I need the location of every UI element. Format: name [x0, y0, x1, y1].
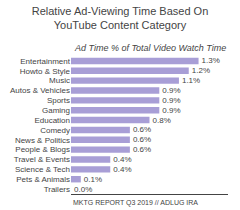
svg-text:News & Politics: News & Politics [15, 136, 70, 145]
svg-text:0.4%: 0.4% [113, 165, 131, 174]
svg-text:Comedy: Comedy [40, 126, 70, 135]
svg-text:0.4%: 0.4% [113, 155, 131, 164]
svg-text:0.1%: 0.1% [84, 175, 102, 184]
svg-text:Gaming: Gaming [42, 106, 70, 115]
svg-text:Trailers: Trailers [44, 185, 70, 194]
svg-text:Science & Tech: Science & Tech [15, 165, 70, 174]
svg-text:0.9%: 0.9% [162, 106, 180, 115]
svg-text:0.8%: 0.8% [153, 116, 171, 125]
svg-text:0.6%: 0.6% [133, 145, 151, 154]
svg-text:Howto & Style: Howto & Style [20, 67, 71, 76]
svg-text:Music: Music [49, 76, 70, 85]
svg-text:0.6%: 0.6% [133, 125, 151, 134]
svg-text:MKTG REPORT Q3 2019 // ADLUG I: MKTG REPORT Q3 2019 // ADLUG IRA [73, 199, 198, 207]
svg-text:Travel & Events: Travel & Events [14, 155, 70, 164]
svg-text:People & Blogs: People & Blogs [15, 145, 70, 154]
svg-text:Autos & Vehicles: Autos & Vehicles [10, 86, 70, 95]
svg-text:0.9%: 0.9% [162, 96, 180, 105]
svg-text:0.0%: 0.0% [74, 185, 92, 194]
svg-text:Pets & Animals: Pets & Animals [16, 175, 70, 184]
svg-text:1.1%: 1.1% [182, 76, 200, 85]
svg-text:Relative Ad-Viewing Time Based: Relative Ad-Viewing Time Based OnYouTube… [32, 5, 209, 31]
svg-text:Education: Education [34, 116, 70, 125]
svg-text:Ad Time % of Total Video Watch: Ad Time % of Total Video Watch Time [74, 43, 226, 53]
svg-text:0.9%: 0.9% [162, 86, 180, 95]
svg-text:Entertainment: Entertainment [20, 57, 71, 66]
svg-text:1.3%: 1.3% [202, 56, 220, 65]
svg-text:0.6%: 0.6% [133, 135, 151, 144]
svg-text:1.2%: 1.2% [192, 66, 210, 75]
svg-text:Sports: Sports [47, 96, 70, 105]
